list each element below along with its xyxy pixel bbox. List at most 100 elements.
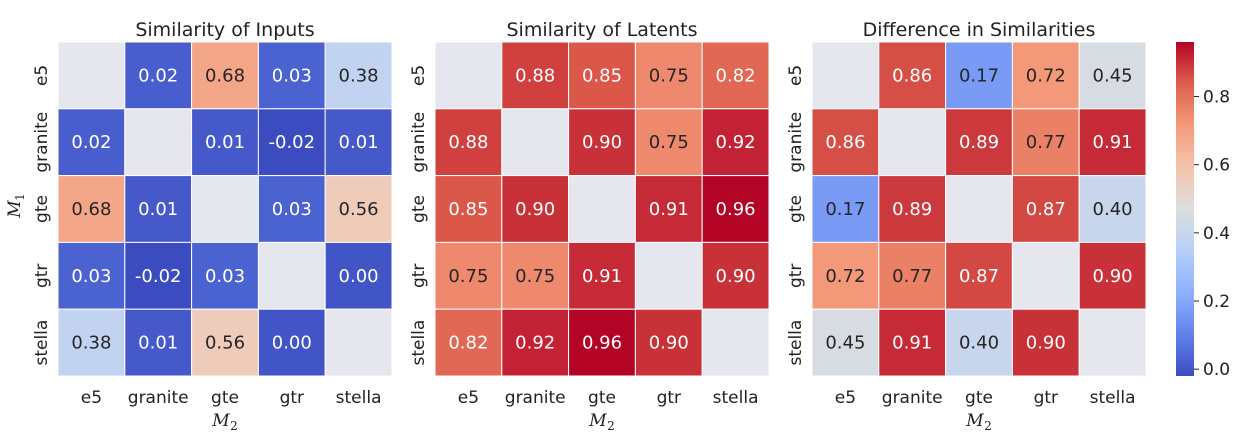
x-tick-label: granite [128, 388, 189, 408]
heatmap-panel-1: Similarity of Inputs 0.02 0.68 0.03 0.38 0.02… [32, 19, 393, 433]
heatmap-cell [324, 175, 393, 243]
heatmap-cell [191, 175, 259, 243]
heatmap-cell [878, 241, 947, 310]
x-axis-label-subscript: 2 [230, 419, 238, 433]
heatmap-cell [811, 108, 880, 177]
cell-value-label: 0.17 [959, 65, 999, 86]
x-tick-label: e5 [835, 388, 856, 408]
cell-value-label: 0.82 [448, 333, 488, 354]
heatmap-cell [191, 41, 259, 110]
heatmap-cell [501, 308, 570, 377]
heatmap-cell [568, 175, 636, 243]
x-axis-label-subscript: 2 [984, 419, 992, 433]
cell-value-label: 0.77 [892, 266, 932, 287]
heatmap-cell [568, 308, 636, 377]
heatmap-cell [434, 175, 503, 243]
colorbar-tick-label: 0.2 [1203, 292, 1230, 312]
heatmap-cell [501, 108, 570, 177]
cell-value-label: 0.38 [71, 333, 111, 354]
cell-value-label: 0.40 [959, 333, 999, 354]
heatmap-cell [124, 41, 193, 110]
colorbar-tick-label: 0.6 [1203, 156, 1230, 176]
heatmap-cell [1011, 241, 1080, 310]
heatmap-cell [257, 241, 326, 310]
x-tick-label: granite [505, 388, 566, 408]
cell-value-label: 0.90 [1026, 333, 1066, 354]
cell-value-label: 0.82 [716, 65, 756, 86]
y-tick-label: granite [409, 112, 429, 173]
cell-value-label: 0.91 [582, 266, 622, 287]
cell-value-label: 0.90 [649, 333, 689, 354]
x-tick-label: gtr [1034, 388, 1058, 408]
y-tick-label: gtr [409, 264, 429, 288]
x-axis-label: M [965, 411, 984, 431]
heatmap-cell [324, 308, 393, 377]
heatmap-cell [811, 175, 880, 243]
cell-value-label: 0.91 [1093, 132, 1133, 153]
cell-value-label: 0.56 [205, 333, 245, 354]
heatmap-cell [434, 308, 503, 377]
x-tick-label: stella [713, 388, 759, 408]
cell-value-label: 0.92 [716, 132, 756, 153]
cell-value-label: 0.88 [515, 65, 555, 86]
heatmap-cell [501, 41, 570, 110]
heatmap-cell [1011, 308, 1080, 377]
heatmap-cell [878, 308, 947, 377]
heatmap-cell [701, 41, 770, 110]
cell-value-label: 0.68 [71, 199, 111, 220]
heatmap-cell [701, 108, 770, 177]
cell-value-label: 0.00 [272, 333, 312, 354]
x-tick-label: stella [336, 388, 382, 408]
y-tick-label: e5 [409, 65, 429, 86]
cell-value-label: 0.86 [892, 65, 932, 86]
heatmap-panel-3: Difference in Similarities 0.86 0.17 0.72 0.… [786, 19, 1147, 433]
y-tick-label: gte [786, 195, 806, 223]
heatmap-cell [57, 41, 126, 110]
cell-value-label: 0.85 [448, 199, 488, 220]
heatmap-cell [878, 108, 947, 177]
heatmap-cell [1011, 108, 1080, 177]
y-tick-label: gtr [32, 264, 52, 288]
y-axis-label: M [5, 200, 25, 219]
heatmap-panel-2: Similarity of Latents 0.88 0.85 0.75 0.82 0.8… [409, 19, 770, 433]
cell-value-label: 0.91 [649, 199, 689, 220]
heatmap-cell [57, 308, 126, 377]
cell-value-label: 0.87 [1026, 199, 1066, 220]
heatmap-cell [1078, 308, 1147, 377]
cell-value-label: 0.96 [582, 333, 622, 354]
colorbar-tick-label: 0.0 [1203, 360, 1230, 380]
heatmap-cell [701, 308, 770, 377]
heatmap-cell [124, 241, 193, 310]
cell-value-label: 0.87 [959, 266, 999, 287]
heatmap-cell [324, 108, 393, 177]
panel-title: Difference in Similarities [863, 19, 1096, 41]
cell-value-label: -0.02 [135, 266, 182, 287]
x-tick-label: stella [1090, 388, 1136, 408]
cell-value-label: 0.01 [138, 333, 178, 354]
cell-value-label: 0.00 [339, 266, 379, 287]
heatmap-cell [945, 108, 1013, 177]
heatmap-panels: Similarity of Inputs 0.02 0.68 0.03 0.38 0.02… [5, 19, 1147, 433]
cell-value-label: 0.72 [1026, 65, 1066, 86]
x-tick-label: gtr [657, 388, 681, 408]
x-tick-label: gte [965, 388, 993, 408]
heatmap-cell [1078, 175, 1147, 243]
y-tick-label: granite [786, 112, 806, 173]
cell-value-label: 0.56 [339, 199, 379, 220]
cell-value-label: 0.90 [1093, 266, 1133, 287]
y-axis-label-subscript: 1 [13, 193, 27, 201]
x-tick-label: gte [588, 388, 616, 408]
cell-value-label: 0.68 [205, 65, 245, 86]
heatmap-cell [701, 241, 770, 310]
cell-value-label: 0.45 [1093, 65, 1133, 86]
y-tick-label: gte [32, 195, 52, 223]
heatmap-cell [811, 41, 880, 110]
colorbar-tick-label: 0.8 [1203, 88, 1230, 108]
heatmap-cell [324, 41, 393, 110]
heatmap-cell [811, 241, 880, 310]
heatmap-cell [568, 41, 636, 110]
cell-value-label: 0.01 [339, 132, 379, 153]
cell-value-label: 0.86 [825, 132, 865, 153]
heatmap-cell [324, 241, 393, 310]
cell-value-label: 0.01 [205, 132, 245, 153]
